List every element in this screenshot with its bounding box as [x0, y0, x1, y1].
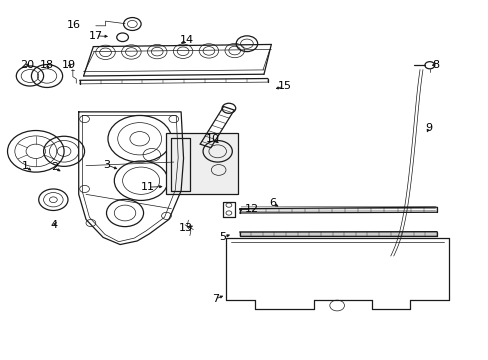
Text: 10: 10: [205, 134, 219, 144]
Text: 9: 9: [425, 123, 431, 133]
Text: 13: 13: [179, 224, 193, 233]
Text: 19: 19: [62, 59, 76, 69]
Text: 7: 7: [211, 294, 218, 304]
Text: 11: 11: [141, 182, 155, 192]
Text: 14: 14: [180, 35, 194, 45]
Text: 5: 5: [219, 232, 225, 242]
Text: 1: 1: [21, 161, 28, 171]
Text: 8: 8: [432, 59, 439, 69]
Text: 20: 20: [20, 59, 35, 69]
Text: 16: 16: [67, 20, 81, 30]
Text: 6: 6: [269, 198, 276, 208]
Text: 3: 3: [103, 160, 110, 170]
Text: 4: 4: [51, 220, 58, 230]
Text: 17: 17: [88, 31, 102, 41]
Text: 15: 15: [277, 81, 291, 91]
Text: 18: 18: [40, 59, 54, 69]
Text: 2: 2: [51, 162, 58, 172]
FancyBboxPatch shape: [165, 134, 237, 194]
Text: 12: 12: [244, 204, 258, 215]
